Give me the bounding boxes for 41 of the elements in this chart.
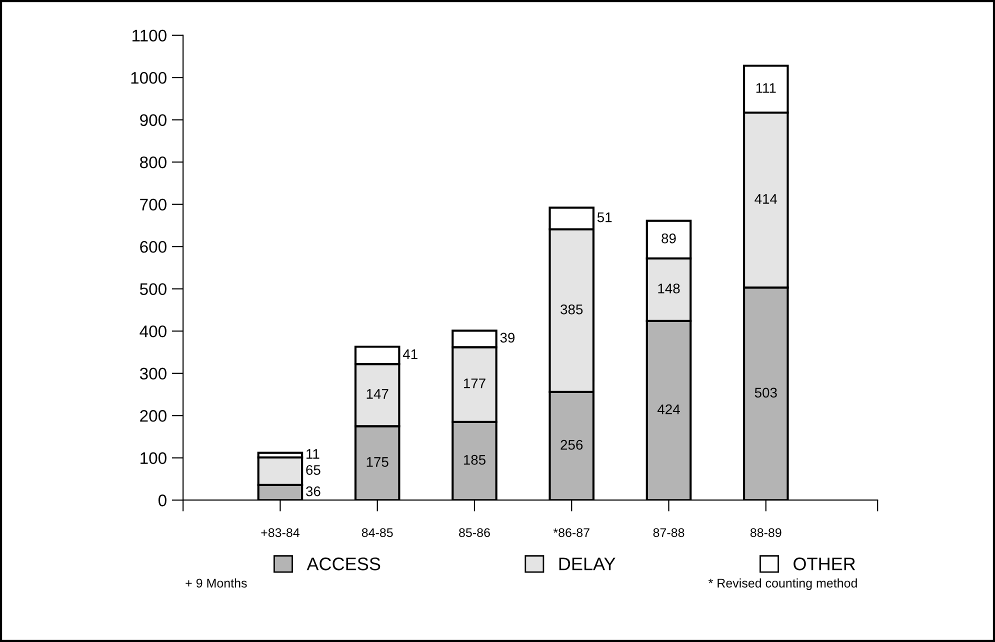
x-tick-label: 88-89 — [750, 528, 782, 538]
y-tick-label: 600 — [140, 240, 166, 253]
data-label: 147 — [366, 389, 388, 399]
y-tick-label: 200 — [140, 410, 166, 422]
data-label: 424 — [657, 404, 680, 414]
y-tick-label: 700 — [140, 198, 166, 211]
y-tick-label: 1000 — [131, 72, 166, 84]
data-label: 185 — [464, 454, 486, 465]
x-tick-label: *86-87 — [553, 528, 590, 538]
x-tick-label: 87-88 — [653, 528, 684, 538]
data-label: 41 — [402, 349, 418, 359]
text: * Revised counting method — [708, 578, 857, 590]
data-label: 414 — [754, 194, 778, 204]
x-tick-label: +83-84 — [261, 528, 300, 538]
data-label: 148 — [658, 284, 680, 294]
data-label: 39 — [500, 332, 515, 343]
data-label: 65 — [306, 465, 320, 475]
y-tick-label: 100 — [140, 452, 166, 464]
data-label: 51 — [597, 212, 612, 222]
data-label: 89 — [662, 234, 676, 244]
legend-label: ACCESS — [306, 558, 380, 570]
y-tick-label: 300 — [140, 368, 166, 380]
x-tick-label: 84-85 — [362, 528, 393, 538]
y-tick-label: 500 — [140, 283, 166, 296]
y-tick-label: 400 — [140, 326, 166, 338]
text: + 9 Months — [186, 578, 247, 588]
legend-label: OTHER — [794, 558, 856, 570]
data-label: 503 — [754, 388, 777, 398]
y-tick-label: 1100 — [132, 30, 166, 42]
y-tick-label: 800 — [140, 156, 166, 168]
data-label: 175 — [366, 457, 388, 467]
data-label: 111 — [756, 83, 776, 93]
data-label: 11 — [306, 449, 320, 459]
data-label: 177 — [464, 378, 486, 388]
data-label: 36 — [306, 486, 320, 496]
data-label: 256 — [560, 440, 583, 450]
legend-label: DELAY — [559, 558, 616, 570]
data-label: 385 — [560, 304, 583, 314]
y-tick-label: 0 — [158, 494, 166, 506]
x-tick-label: 85-86 — [459, 528, 490, 538]
y-tick-label: 900 — [140, 114, 166, 126]
